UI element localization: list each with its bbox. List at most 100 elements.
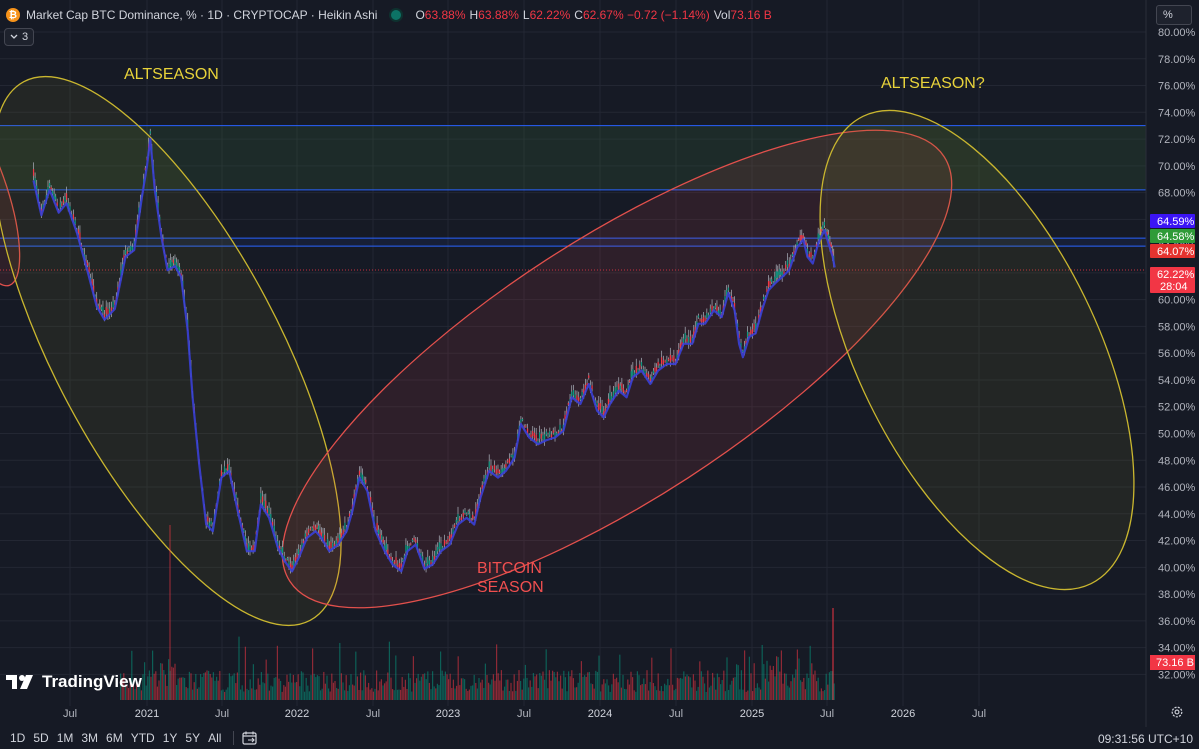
volume-bar bbox=[300, 671, 302, 700]
volume-bar bbox=[457, 656, 459, 700]
ohlc-key: H bbox=[469, 8, 479, 22]
volume-bar bbox=[536, 674, 538, 700]
calendar-icon[interactable] bbox=[242, 731, 258, 745]
candle-body bbox=[103, 314, 106, 319]
candle-body bbox=[174, 259, 176, 264]
candle-body bbox=[265, 500, 267, 508]
candle-body bbox=[584, 384, 587, 392]
volume-bar bbox=[449, 673, 451, 700]
candle-body bbox=[445, 541, 447, 544]
volume-bar bbox=[779, 671, 781, 700]
volume-bar bbox=[760, 689, 762, 700]
candle-body bbox=[210, 521, 212, 525]
volume-bar bbox=[651, 657, 653, 700]
candle-body bbox=[702, 316, 705, 322]
timeframe-button[interactable]: 6M bbox=[106, 731, 123, 745]
candle-body bbox=[583, 389, 585, 396]
candle-body bbox=[360, 472, 362, 480]
candle-body bbox=[430, 562, 432, 565]
volume-bar bbox=[632, 677, 634, 700]
candle-body bbox=[171, 262, 173, 268]
timeframe-button[interactable]: 1D bbox=[10, 731, 26, 745]
price-labels: 64.59% 64.58% 64.07% 62.22%28:04 73.16 B bbox=[1150, 214, 1195, 670]
candle-body bbox=[611, 396, 613, 401]
candle-body bbox=[464, 510, 466, 514]
clock[interactable]: 09:31:56 UTC+10 bbox=[1097, 732, 1193, 746]
candle-body bbox=[561, 429, 563, 432]
candle-body bbox=[681, 341, 683, 347]
candle-body bbox=[661, 357, 663, 364]
bitcoin-season-ellipse bbox=[281, 129, 953, 609]
volume-bar bbox=[342, 682, 344, 700]
gear-icon[interactable] bbox=[1170, 705, 1184, 719]
indicators-toggle[interactable]: 3 bbox=[4, 28, 35, 46]
timeframe-button[interactable]: All bbox=[208, 731, 222, 745]
price-chart[interactable]: ALTSEASON ALTSEASON? BITCOIN SEASON 80.00% 7… bbox=[0, 0, 1199, 727]
candle-body bbox=[289, 563, 292, 570]
timeframe-button[interactable]: 3M bbox=[81, 731, 99, 745]
candle-body bbox=[126, 251, 128, 256]
volume-bar bbox=[312, 648, 314, 700]
volume-bar bbox=[704, 683, 706, 700]
candle-body bbox=[36, 185, 38, 192]
candle-body bbox=[315, 527, 317, 531]
candle-body bbox=[433, 555, 435, 561]
volume-bar bbox=[574, 687, 576, 700]
volume-bar bbox=[374, 688, 376, 700]
candle-body bbox=[107, 308, 109, 316]
volume-bar bbox=[153, 673, 155, 700]
candle-body bbox=[699, 319, 701, 321]
volume-bar bbox=[411, 691, 413, 700]
volume-bar bbox=[766, 660, 768, 700]
volume-bar bbox=[560, 675, 562, 700]
candle-body bbox=[651, 376, 653, 381]
timeframe-button[interactable]: 1Y bbox=[162, 731, 178, 745]
volume-bar bbox=[428, 682, 430, 700]
candle-body bbox=[635, 365, 637, 374]
volume-bar bbox=[380, 679, 382, 700]
timeframe-button[interactable]: 1M bbox=[56, 731, 74, 745]
symbol-title[interactable]: Market Cap BTC Dominance, % · 1D · CRYPT… bbox=[26, 8, 378, 22]
volume-bar bbox=[336, 687, 338, 700]
annotation-text: BITCOIN bbox=[477, 560, 542, 577]
dominance-series bbox=[32, 137, 836, 573]
volume-bar bbox=[233, 673, 235, 700]
market-status-icon[interactable] bbox=[389, 8, 404, 22]
volume-bar bbox=[369, 689, 371, 700]
volume-bar bbox=[326, 675, 328, 700]
volume-bar bbox=[812, 674, 814, 700]
candle-body bbox=[124, 249, 127, 255]
candle-body bbox=[384, 545, 386, 551]
candle-body bbox=[34, 178, 36, 184]
candle-body bbox=[56, 202, 58, 207]
time-axis[interactable]: Jul 2021 Jul 2022 Jul 2023 Jul 2024 Jul 2025 Jul 20… bbox=[63, 708, 986, 720]
candle-body bbox=[283, 555, 285, 560]
candle-body bbox=[495, 469, 497, 474]
volume-bar bbox=[377, 690, 379, 700]
candle-body bbox=[410, 543, 412, 545]
volume-bar bbox=[136, 681, 138, 700]
candle-body bbox=[808, 253, 810, 257]
candle-body bbox=[830, 244, 832, 247]
timeframe-button[interactable]: 5Y bbox=[185, 731, 201, 745]
candle-body bbox=[481, 485, 483, 489]
candle-body bbox=[385, 543, 387, 551]
percent-scale-button[interactable]: % bbox=[1156, 5, 1192, 25]
volume-bar bbox=[188, 671, 190, 700]
timeframe-button[interactable]: 5D bbox=[33, 731, 49, 745]
volume-bar bbox=[748, 656, 750, 700]
candle-body bbox=[539, 432, 541, 439]
volume-bar bbox=[761, 644, 763, 700]
candle-body bbox=[557, 431, 559, 434]
candle-body bbox=[291, 565, 293, 570]
candle-body bbox=[175, 262, 178, 268]
volume-bar bbox=[131, 650, 133, 700]
candle-body bbox=[825, 229, 827, 232]
candle-body bbox=[502, 468, 504, 474]
volume-bar bbox=[750, 673, 752, 700]
candle-body bbox=[766, 289, 768, 293]
timeframe-button[interactable]: YTD bbox=[130, 731, 155, 745]
volume-bar bbox=[132, 684, 134, 700]
candle-body bbox=[574, 394, 576, 399]
volume-bar bbox=[291, 682, 293, 700]
